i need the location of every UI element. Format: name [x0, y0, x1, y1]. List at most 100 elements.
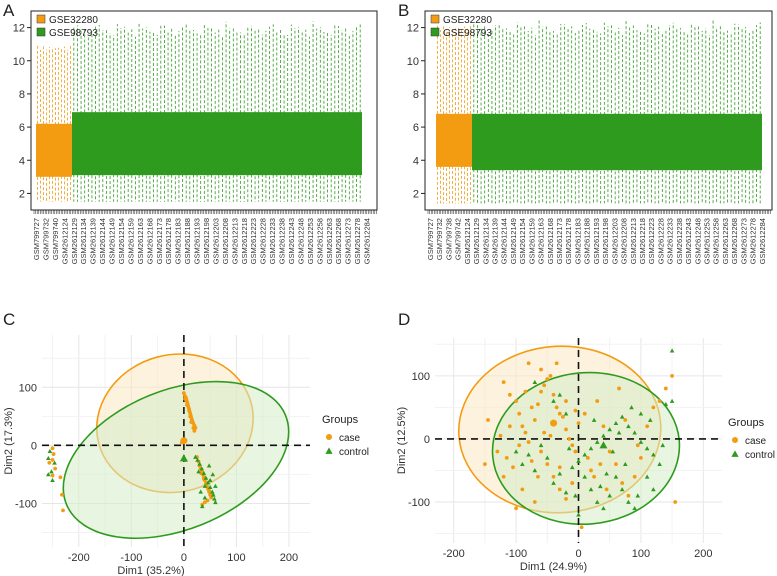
case-point — [657, 399, 662, 403]
box-GSE32280 — [36, 123, 72, 177]
case-point — [203, 500, 207, 505]
y-tick-label: 10 — [407, 56, 419, 68]
sample-label: GSM2612218 — [240, 218, 249, 264]
case-point — [564, 427, 568, 432]
control-point — [563, 490, 569, 495]
case-point — [663, 386, 668, 391]
y-tick-label: 6 — [19, 122, 25, 134]
sample-label: GSM2612154 — [117, 218, 126, 264]
x-tick-label: 0 — [181, 552, 187, 564]
control-point — [651, 487, 656, 492]
case-point — [192, 428, 197, 433]
case-point — [638, 455, 643, 460]
control-point — [202, 495, 208, 500]
case-point — [511, 465, 515, 470]
case-point — [576, 421, 581, 426]
case-point — [50, 473, 55, 478]
sample-label: GSM2612243 — [287, 218, 296, 264]
case-point — [598, 462, 603, 467]
control-centroid — [179, 454, 188, 462]
case-point — [495, 449, 500, 454]
case-point — [507, 392, 512, 397]
case-point — [539, 367, 543, 372]
control-point — [199, 504, 205, 509]
control-point — [669, 398, 675, 403]
control-point — [613, 420, 619, 425]
sample-label: GSM2612129 — [472, 218, 481, 264]
case-point — [514, 506, 519, 511]
case-point — [53, 466, 58, 471]
case-point — [554, 405, 559, 410]
control-point — [551, 480, 556, 485]
y-tick-label: 12 — [13, 23, 25, 35]
control-point — [46, 455, 51, 460]
control-point — [520, 461, 525, 466]
legend-label-control: control — [339, 447, 369, 458]
sample-label: GSM2612268 — [334, 218, 343, 264]
y-tick-label: 2 — [413, 188, 419, 200]
legend-key-GSE98793 — [36, 27, 46, 37]
control-point — [607, 493, 612, 498]
case-point — [542, 430, 547, 435]
panel-c: -200 -100 0 100 200 -100 0 100 Dim1 (35.2%) Dim2 … — [3, 335, 369, 576]
case-point — [532, 500, 537, 504]
control-point — [47, 448, 53, 454]
panel-label-d: D — [398, 310, 410, 329]
y-tick-label: 12 — [407, 23, 419, 35]
sample-label: GSM2612278 — [353, 218, 362, 264]
legend-label-control: control — [745, 450, 775, 461]
case-point — [585, 455, 590, 460]
case-point — [551, 474, 556, 479]
control-point — [601, 433, 606, 438]
control-point — [196, 469, 201, 474]
case-point — [673, 500, 678, 504]
case-point — [58, 475, 63, 480]
y-tick-label: 0 — [31, 440, 37, 452]
case-point — [60, 492, 64, 497]
control-point — [566, 446, 572, 451]
case-point — [595, 399, 600, 403]
control-point — [201, 470, 207, 476]
sample-label: GSM2612154 — [518, 218, 527, 264]
control-point — [607, 427, 612, 432]
sample-label: GSM2612218 — [638, 218, 647, 264]
control-point — [622, 461, 628, 466]
case-point — [183, 396, 187, 401]
sample-label: GSM2612188 — [183, 218, 192, 264]
case-point — [582, 411, 587, 416]
sample-label: GSM2612149 — [108, 218, 117, 264]
sample-label: GSM799732 — [435, 218, 444, 260]
sample-label: GSM2612284 — [758, 218, 767, 264]
case-point — [526, 440, 531, 444]
case-point — [623, 418, 628, 422]
y-axis-title: Dim2 (12.5%) — [396, 407, 408, 474]
case-point — [670, 373, 674, 378]
sample-label: GSM2612228 — [656, 218, 665, 264]
case-point — [523, 430, 528, 435]
y-tick-label: 100 — [19, 382, 37, 394]
control-point — [626, 499, 631, 504]
case-point — [645, 424, 650, 429]
case-point — [536, 474, 540, 479]
control-point — [591, 417, 597, 422]
case-point — [557, 487, 562, 492]
legend-title: Groups — [728, 417, 765, 429]
control-point — [563, 411, 569, 416]
case-point — [501, 380, 506, 385]
sample-label: GSM2612228 — [259, 218, 268, 264]
case-point — [635, 443, 640, 448]
sample-label: GSM2612178 — [164, 218, 173, 264]
control-point — [660, 442, 666, 448]
sample-label: GSM2612173 — [155, 218, 164, 264]
x-tick-label: -200 — [68, 552, 90, 564]
control-point — [632, 506, 637, 511]
control-point — [198, 489, 203, 494]
sample-label: GSM2612163 — [537, 218, 546, 264]
case-point — [620, 481, 625, 485]
sample-label: GSM2612243 — [684, 218, 693, 264]
sample-label: GSM2612144 — [500, 218, 509, 264]
case-centroid — [180, 437, 188, 445]
case-point — [504, 455, 509, 460]
sample-label: GSM2612173 — [555, 218, 564, 264]
case-point — [498, 433, 503, 438]
